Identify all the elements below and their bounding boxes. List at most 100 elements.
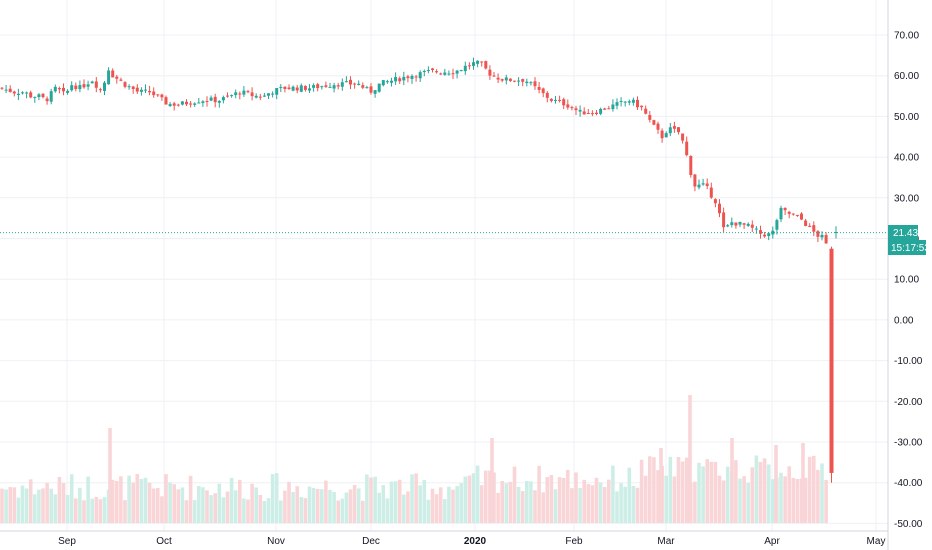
candle-body — [160, 94, 164, 98]
candle-body — [689, 156, 693, 176]
candle-body — [103, 82, 106, 91]
candle-body — [205, 100, 209, 102]
candle-body — [303, 85, 307, 90]
candle-body — [369, 86, 373, 93]
volume-bar — [65, 494, 70, 523]
volume-bar — [147, 482, 152, 523]
y-tick-label: 10.00 — [894, 275, 919, 286]
last-price-badge-bg — [888, 225, 918, 240]
candle-body — [377, 83, 381, 92]
volume-bar — [426, 499, 431, 523]
volume-bar — [754, 455, 759, 523]
candle-body — [275, 88, 279, 95]
candle-body — [185, 101, 188, 105]
x-tick-label: Nov — [267, 536, 285, 547]
volume-bar — [246, 499, 250, 523]
candle-body — [148, 90, 152, 93]
volume-bar — [496, 492, 500, 523]
volume-bar — [344, 492, 349, 523]
candle-body — [545, 92, 549, 98]
candle-body — [176, 104, 180, 106]
volume-bar — [824, 479, 828, 523]
volume-bar — [0, 488, 4, 523]
chart-grid — [0, 0, 888, 531]
volume-bar — [270, 474, 275, 523]
candle-body — [496, 77, 500, 80]
volume-bar — [488, 470, 492, 523]
volume-bar — [98, 499, 103, 523]
candle-body — [119, 79, 123, 81]
candle-body — [709, 187, 713, 198]
y-tick-label: 40.00 — [894, 153, 919, 164]
candle-body — [463, 65, 467, 72]
volume-bar — [266, 498, 271, 523]
candle-body — [455, 70, 459, 74]
candle-body — [90, 81, 94, 84]
volume-bar — [291, 491, 295, 523]
volume-bar — [631, 486, 636, 523]
volume-bar — [684, 457, 689, 523]
candle-body — [574, 108, 578, 111]
candle-body — [201, 101, 205, 103]
last-price-badge: 21.43 — [888, 225, 918, 240]
volume-bar — [549, 475, 554, 523]
candle-body — [258, 96, 262, 98]
volume-bar — [529, 481, 533, 523]
candle-body — [361, 85, 365, 88]
volume-bar — [45, 482, 49, 523]
candle-body — [554, 99, 557, 101]
volume-bar — [254, 487, 258, 523]
volume-bar — [192, 500, 197, 523]
volume-bar — [746, 482, 750, 523]
volume-bar — [492, 472, 496, 523]
volume-bar — [730, 438, 734, 523]
candle-body — [246, 91, 250, 93]
candle-body — [525, 81, 529, 84]
volume-bar — [590, 485, 595, 523]
candle-body — [644, 108, 648, 114]
candle-body — [426, 70, 430, 72]
volume-bar — [676, 457, 681, 523]
volume-bar — [274, 473, 279, 523]
countdown-label: 15:17:53 — [891, 243, 930, 254]
candle-body — [718, 203, 721, 214]
candle-body — [627, 101, 631, 103]
x-tick-label: Oct — [156, 536, 172, 547]
candle-body — [66, 90, 70, 93]
candle-body — [16, 93, 20, 95]
volume-bar — [127, 475, 131, 523]
volume-bar — [766, 464, 771, 523]
candle-body — [25, 92, 29, 94]
candle-body — [0, 87, 4, 89]
volume-bar — [8, 487, 12, 523]
volume-bar — [279, 500, 283, 523]
volume-bar — [37, 489, 41, 523]
candle-body — [681, 133, 685, 141]
candle-body — [385, 81, 389, 83]
candle-body — [693, 174, 697, 187]
volume-bar — [20, 485, 25, 523]
candle-body — [488, 69, 492, 76]
volume-bar — [615, 491, 619, 523]
volume-bar — [635, 487, 640, 523]
candle-body — [86, 84, 90, 87]
volume-bar — [734, 460, 738, 523]
volume-bar — [801, 443, 805, 523]
volume-bar — [225, 491, 230, 523]
volume-bar — [721, 480, 726, 523]
volume-bar — [774, 445, 778, 523]
volume-bar — [668, 456, 673, 523]
candle-body — [33, 96, 37, 98]
volume-bar — [328, 489, 332, 523]
volume-bar — [340, 498, 345, 523]
time-axis[interactable]: Sep Oct Nov Dec 2020 Feb Mar Apr May — [58, 536, 885, 547]
volume-bar — [791, 477, 796, 523]
candle-body — [586, 113, 590, 115]
candlesticks — [0, 57, 838, 483]
volume-bar — [209, 495, 213, 523]
candle-body — [349, 79, 352, 85]
volume-bar — [53, 494, 58, 523]
price-axis[interactable]: 70.0060.0050.0040.0030.0020.0010.000.00-… — [894, 31, 923, 530]
candle-body — [435, 71, 439, 73]
